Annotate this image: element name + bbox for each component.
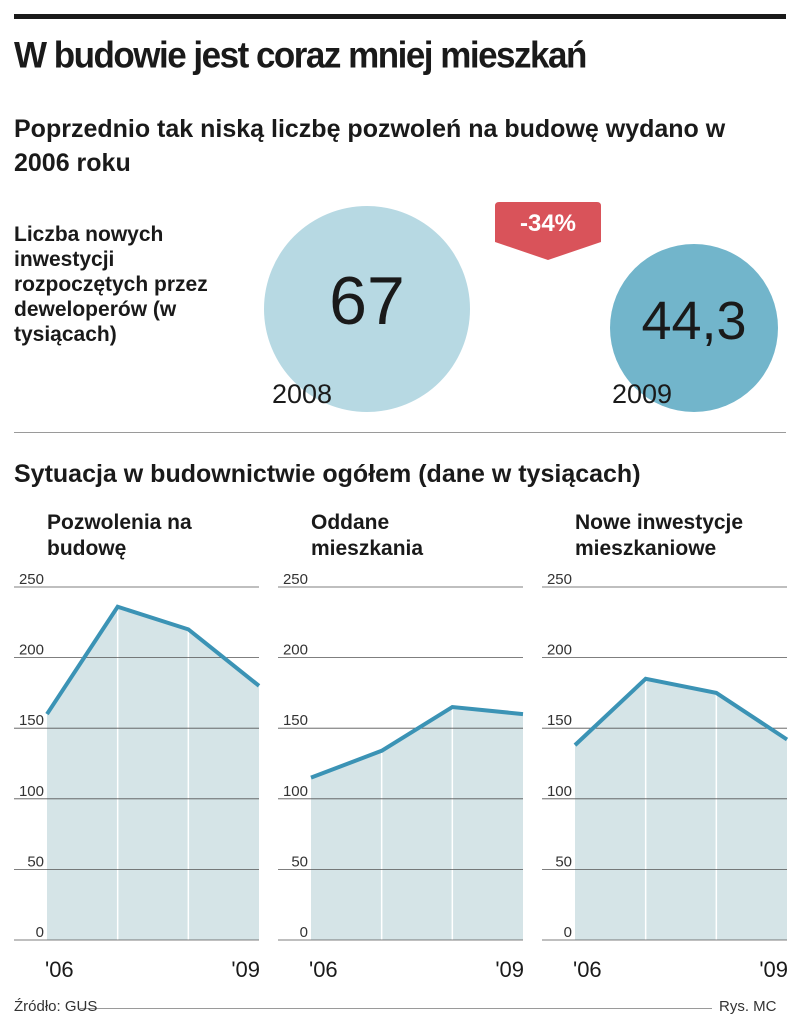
year-2008-label: 2008 xyxy=(272,379,333,409)
section-divider xyxy=(14,432,786,433)
chart-1-line xyxy=(310,704,524,780)
chart-0-ytick-50: 50 xyxy=(27,853,44,870)
chart-1-ytick-100: 100 xyxy=(283,783,308,800)
circle-2009 xyxy=(610,244,778,412)
chart-0-area xyxy=(47,606,259,940)
section-title: Sytuacja w budownictwie ogółem (dane w t… xyxy=(14,460,641,488)
chart-1-xtick-start: '06 xyxy=(309,957,338,982)
chart-2-ytick-150: 150 xyxy=(547,712,572,729)
chart-0-line xyxy=(45,604,261,716)
chart-2-ytick-100: 100 xyxy=(547,783,572,800)
chart-title-completed: Oddane mieszkania xyxy=(311,511,424,560)
chart-1-ytick-50: 50 xyxy=(291,853,308,870)
year-2009-label: 2009 xyxy=(612,379,673,409)
investments-label: Liczba nowych inwestycji rozpoczętych pr… xyxy=(14,223,208,346)
chart-0-ytick-200: 200 xyxy=(19,642,44,659)
chart-2-xtick-start: '06 xyxy=(573,957,602,982)
chart-0-ytick-250: 250 xyxy=(19,571,44,588)
footer-rule xyxy=(80,1008,712,1009)
value-2008: 67 xyxy=(329,263,405,339)
chart-2-ytick-50: 50 xyxy=(555,853,572,870)
chart-2-line xyxy=(573,676,789,747)
line-charts: 0 50 100 150 200 250 '06 '09 0 50 100 150 200 250 '06 '… xyxy=(14,571,789,982)
chart-1-xtick-end: '09 xyxy=(495,957,524,982)
credit-note: Rys. MC xyxy=(719,998,777,1015)
top-rule xyxy=(14,14,786,19)
chart-0-xtick-start: '06 xyxy=(45,957,74,982)
chart-title-permits: Pozwolenia na budowę xyxy=(47,511,192,560)
chart-2-ytick-200: 200 xyxy=(547,642,572,659)
chart-1-ytick-0: 0 xyxy=(300,924,308,941)
chart-title-new-investments: Nowe inwestycje mieszkaniowe xyxy=(575,511,744,560)
chart-1-ytick-200: 200 xyxy=(283,642,308,659)
chart-2-xtick-end: '09 xyxy=(759,957,788,982)
chart-1-ytick-250: 250 xyxy=(283,571,308,588)
change-badge xyxy=(495,202,601,260)
chart-1-ytick-150: 150 xyxy=(283,712,308,729)
chart-2-area xyxy=(575,678,787,940)
source-note: Źródło: GUS xyxy=(14,998,98,1015)
change-badge-label: -34% xyxy=(519,210,577,237)
chart-2-ytick-250: 250 xyxy=(547,571,572,588)
chart-0-xtick-end: '09 xyxy=(231,957,260,982)
chart-0-ytick-100: 100 xyxy=(19,783,44,800)
value-2009: 44,3 xyxy=(641,291,747,351)
page-subtitle: Poprzednio tak niską liczbę pozwoleń na … xyxy=(14,115,726,177)
circle-2008 xyxy=(264,206,470,412)
chart-0-ytick-0: 0 xyxy=(36,924,44,941)
chart-2-ytick-0: 0 xyxy=(564,924,572,941)
change-badge-shape xyxy=(495,202,601,260)
page-title: W budowie jest coraz mniej mieszkań xyxy=(14,35,587,76)
chart-1-area xyxy=(311,707,523,940)
chart-0-ytick-150: 150 xyxy=(19,712,44,729)
